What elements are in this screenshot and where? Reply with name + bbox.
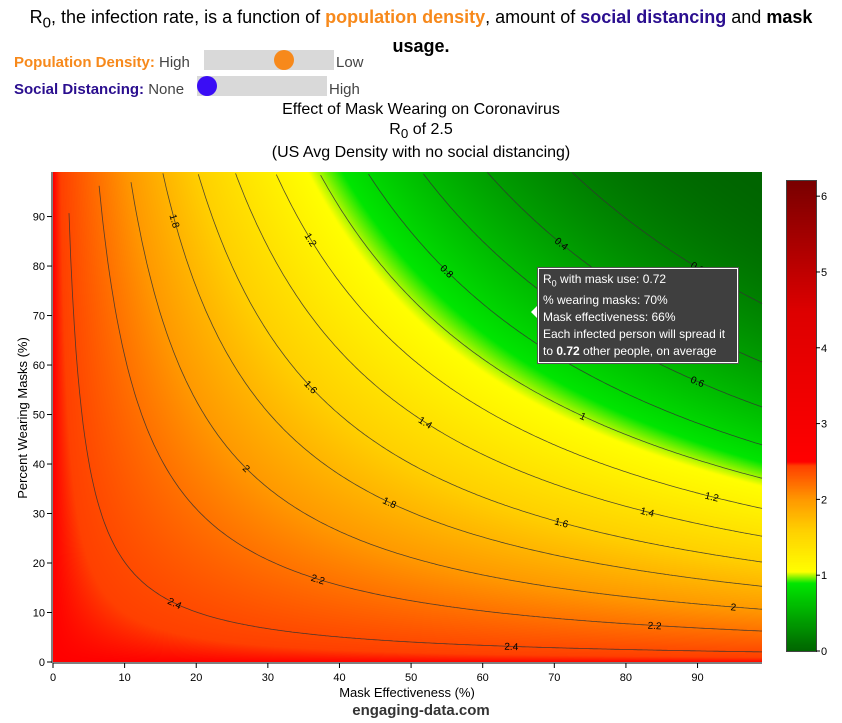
- contour-label: 2.4: [166, 596, 184, 612]
- x-tick-label: 70: [548, 672, 560, 684]
- population-density-control: Population Density: High: [14, 54, 190, 72]
- social-distancing-control: Social Distancing: None: [14, 81, 184, 99]
- contour-line-2-4: [68, 213, 762, 653]
- contour-label: 1.8: [167, 213, 182, 230]
- chart-subtitle-r0: R0 of 2.5: [389, 121, 453, 142]
- tooltip-r0-line: R0 with mask use: 0.72: [543, 272, 667, 289]
- axes: 0 10 20 30 40 50 60 70 80 90 0 10 20 30 40 50 60 70 80 90: [33, 172, 762, 684]
- x-tick-label: 50: [405, 672, 417, 684]
- y-tick-label: 50: [33, 410, 45, 422]
- y-tick-label: 0: [39, 657, 45, 669]
- y-tick-label: 20: [33, 558, 45, 570]
- contour-label: 0.8: [437, 263, 455, 281]
- r-symbol: R0: [29, 7, 51, 32]
- contour-line-1: [320, 175, 763, 479]
- colorbar-tick-label: 4: [821, 343, 827, 355]
- y-tick-label: 90: [33, 212, 45, 224]
- contour-label: 0.6: [689, 375, 707, 391]
- social-distancing-max-label: High: [329, 81, 360, 98]
- tooltip-spread-line: Each infected person will spread it: [543, 327, 726, 342]
- population-density-slider[interactable]: [204, 50, 334, 70]
- y-tick-label: 70: [33, 311, 45, 323]
- tooltip-pointer: [531, 305, 538, 319]
- social-distancing-term: social distancing: [580, 7, 727, 27]
- y-tick-label: 80: [33, 261, 45, 273]
- contour-label: 1.2: [302, 231, 319, 249]
- contour-label: 1.2: [704, 491, 721, 505]
- colorbar-tick-label: 0: [821, 646, 827, 658]
- contour-label: 2: [730, 602, 737, 613]
- tooltip-wearing-line: % wearing masks: 70%: [543, 293, 668, 308]
- contour-label: 1.8: [381, 495, 399, 511]
- colorbar: [786, 180, 817, 652]
- x-tick-label: 10: [118, 672, 130, 684]
- contour-line-1-6: [197, 174, 763, 563]
- colorbar-tick-label: 2: [821, 494, 827, 506]
- contour-label: 1.4: [639, 506, 656, 520]
- heatmap-canvas[interactable]: [53, 172, 762, 662]
- y-tick-label: 10: [33, 608, 45, 620]
- colorbar-ticks: 0 1 2 3 4 5 6: [816, 191, 827, 658]
- x-tick-label: 80: [620, 672, 632, 684]
- hover-tooltip: R0 with mask use: 0.72 % wearing masks: …: [537, 266, 739, 365]
- usage-term: usage.: [392, 35, 450, 56]
- x-axis-label: Mask Effectiveness (%): [339, 685, 475, 700]
- social-distancing-slider[interactable]: [197, 76, 327, 96]
- social-distancing-max: High: [329, 81, 360, 99]
- x-tick-label: 30: [262, 672, 274, 684]
- population-density-min-label: High: [159, 54, 190, 71]
- social-distancing-slider-handle[interactable]: [197, 76, 217, 96]
- y-tick-label: 30: [33, 509, 45, 521]
- x-tick-label: 90: [691, 672, 703, 684]
- y-axis-label: Percent Wearing Masks (%): [15, 337, 30, 499]
- contour-label: 2.2: [647, 621, 662, 633]
- contour-line-2-2: [98, 185, 762, 632]
- social-distancing-label: Social Distancing:: [14, 81, 145, 98]
- x-tick-label: 20: [190, 672, 202, 684]
- y-tick-label: 40: [33, 459, 45, 471]
- mask-term: mask: [766, 7, 813, 27]
- contour-line-1-8: [162, 173, 763, 587]
- contour-label: 1.6: [553, 516, 570, 530]
- chart-subtitle-density: (US Avg Density with no social distancin…: [271, 144, 571, 161]
- contour-label: 1.4: [416, 415, 434, 432]
- contour-line-1-2: [275, 174, 763, 509]
- population-density-label: Population Density:: [14, 54, 155, 71]
- contour-label: 2: [240, 463, 252, 475]
- contour-lines: [68, 172, 763, 653]
- population-density-max: Low: [336, 54, 364, 72]
- site-credit[interactable]: engaging-data.com: [352, 702, 490, 719]
- population-density-slider-handle[interactable]: [274, 50, 295, 70]
- colorbar-tick-label: 6: [821, 191, 827, 203]
- chart-title: Effect of Mask Wearing on Coronavirus: [282, 101, 560, 118]
- colorbar-tick-label: 1: [821, 570, 827, 582]
- social-distancing-min-label: None: [148, 81, 185, 98]
- contour-label: 1: [578, 411, 588, 424]
- population-density-max-label: Low: [336, 54, 364, 71]
- x-tick-label: 60: [477, 672, 489, 684]
- tooltip-average-line: to 0.72 other people, on average: [543, 344, 717, 359]
- contour-line-2: [130, 182, 763, 610]
- tooltip-effectiveness-line: Mask effectiveness: 66%: [543, 310, 676, 325]
- headline: R0, the infection rate, is a function of…: [29, 7, 813, 56]
- x-tick-label: 0: [50, 672, 56, 684]
- contour-label: 2.2: [309, 573, 326, 588]
- contour-label: 2.4: [504, 642, 519, 653]
- colorbar-tick-label: 3: [821, 419, 827, 431]
- contour-label: 1.6: [301, 379, 319, 397]
- y-tick-label: 60: [33, 360, 45, 372]
- colorbar-tick-label: 5: [821, 267, 827, 279]
- contour-line-1-4: [235, 173, 763, 537]
- population-density-term: population density: [325, 7, 486, 27]
- x-tick-label: 40: [333, 672, 345, 684]
